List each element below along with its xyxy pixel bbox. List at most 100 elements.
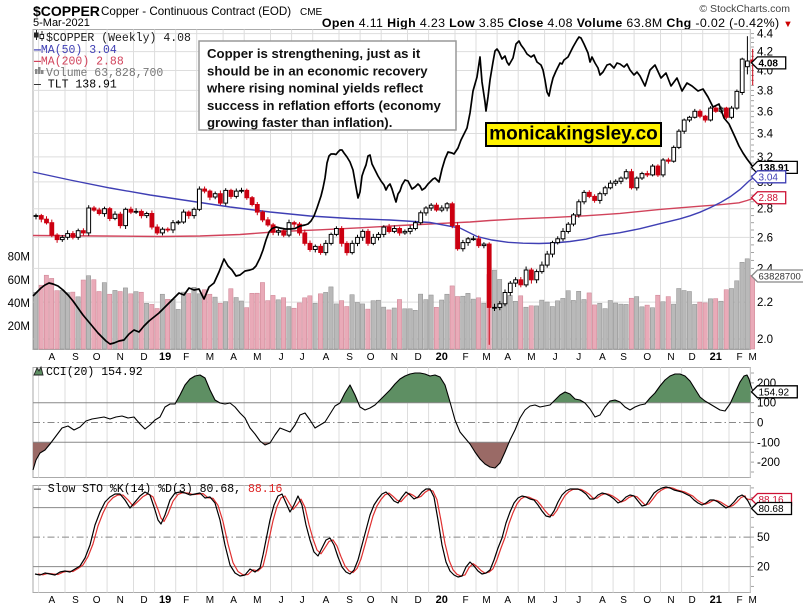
svg-text:M: M <box>527 595 535 606</box>
svg-text:J: J <box>279 352 284 363</box>
svg-text:21: 21 <box>710 351 722 363</box>
svg-text:O: O <box>93 352 101 363</box>
svg-text:A: A <box>504 352 511 363</box>
svg-text:M: M <box>482 595 490 606</box>
svg-text:138.91: 138.91 <box>759 163 790 174</box>
svg-text:J: J <box>553 352 558 363</box>
svg-text:-200: -200 <box>757 457 780 469</box>
svg-text:5-Mar-2021: 5-Mar-2021 <box>33 17 90 29</box>
svg-text:19: 19 <box>159 594 171 606</box>
svg-text:J: J <box>300 352 305 363</box>
svg-text:S: S <box>346 595 353 606</box>
svg-text:F: F <box>462 595 468 606</box>
svg-text:M: M <box>253 595 261 606</box>
svg-text:D: D <box>414 595 421 606</box>
svg-text:© StockCharts.com: © StockCharts.com <box>699 3 790 15</box>
svg-text:40M: 40M <box>8 298 30 310</box>
svg-text:J: J <box>553 595 558 606</box>
svg-text:50: 50 <box>757 532 770 544</box>
svg-text:A: A <box>230 595 237 606</box>
svg-text:Copper - Continuous Contract (: Copper - Continuous Contract (EOD) <box>101 5 291 18</box>
svg-text:F: F <box>736 595 742 606</box>
svg-text:20: 20 <box>436 351 448 363</box>
svg-text:monicakingsley.co: monicakingsley.co <box>489 124 658 145</box>
svg-text:4.08: 4.08 <box>759 58 779 69</box>
svg-text:S: S <box>346 352 353 363</box>
svg-text:19: 19 <box>159 351 171 363</box>
svg-text:154.92: 154.92 <box>759 387 790 398</box>
svg-text:N: N <box>391 595 398 606</box>
svg-text:3.6: 3.6 <box>757 106 773 118</box>
svg-text:$COPPER: $COPPER <box>33 3 100 19</box>
svg-text:S: S <box>620 595 627 606</box>
svg-text:growing faster than inflation): growing faster than inflation). <box>207 115 392 130</box>
svg-text:N: N <box>117 595 124 606</box>
svg-text:A: A <box>599 595 606 606</box>
svg-text:M: M <box>527 352 535 363</box>
svg-text:—MA(200) 2.88: —MA(200) 2.88 <box>33 56 124 69</box>
svg-text:N: N <box>667 352 674 363</box>
svg-text:-100: -100 <box>757 437 780 449</box>
svg-text:F: F <box>736 352 742 363</box>
svg-text:— TLT 138.91: — TLT 138.91 <box>33 79 117 92</box>
svg-text:F: F <box>183 352 189 363</box>
svg-text:O: O <box>643 352 651 363</box>
svg-text:Volume 63,828,700: Volume 63,828,700 <box>46 67 163 80</box>
svg-text:60M: 60M <box>8 275 30 287</box>
svg-text:100: 100 <box>757 398 776 410</box>
svg-text:D: D <box>140 352 147 363</box>
svg-text:80M: 80M <box>8 252 30 264</box>
svg-text:S: S <box>72 352 79 363</box>
svg-text:N: N <box>667 595 674 606</box>
svg-text:O: O <box>367 352 375 363</box>
svg-text:M: M <box>206 352 214 363</box>
svg-text:$COPPER (Weekly) 4.08: $COPPER (Weekly) 4.08 <box>46 32 191 45</box>
svg-text:3.8: 3.8 <box>757 85 773 97</box>
svg-text:4.4: 4.4 <box>757 29 774 41</box>
svg-text:D: D <box>140 595 147 606</box>
svg-text:J: J <box>279 595 284 606</box>
svg-text:J: J <box>576 352 581 363</box>
svg-text:J: J <box>576 595 581 606</box>
svg-text:O: O <box>93 595 101 606</box>
svg-text:A: A <box>599 352 606 363</box>
svg-text:2.88: 2.88 <box>759 193 779 204</box>
svg-text:21: 21 <box>710 594 722 606</box>
svg-text:2.2: 2.2 <box>757 297 773 309</box>
svg-text:should be in an economic recov: should be in an economic recovery <box>207 63 428 78</box>
svg-text:63828700: 63828700 <box>759 272 801 283</box>
svg-text:20: 20 <box>436 594 448 606</box>
svg-text:D: D <box>414 352 421 363</box>
svg-text:A: A <box>323 595 330 606</box>
svg-text:2.0: 2.0 <box>757 334 773 346</box>
svg-text:CME: CME <box>300 7 323 18</box>
svg-text:88.16: 88.16 <box>759 495 784 506</box>
svg-text:J: J <box>300 595 305 606</box>
svg-text:A: A <box>48 352 55 363</box>
svg-text:A: A <box>230 352 237 363</box>
svg-text:Open 4.11 High 4.23 Low 3.85 C: Open 4.11 High 4.23 Low 3.85 Close 4.08 … <box>322 16 793 30</box>
svg-text:M: M <box>482 352 490 363</box>
svg-text:2.8: 2.8 <box>757 204 773 216</box>
svg-text:N: N <box>117 352 124 363</box>
svg-text:CCI(20) 154.92: CCI(20) 154.92 <box>46 366 143 379</box>
svg-text:D: D <box>688 352 695 363</box>
svg-text:N: N <box>391 352 398 363</box>
svg-text:20: 20 <box>757 562 770 574</box>
svg-text:S: S <box>620 352 627 363</box>
svg-text:D: D <box>688 595 695 606</box>
svg-text:O: O <box>643 595 651 606</box>
svg-text:4.2: 4.2 <box>757 47 773 59</box>
svg-text:M: M <box>206 595 214 606</box>
svg-text:3.04: 3.04 <box>759 172 779 183</box>
svg-text:A: A <box>323 352 330 363</box>
svg-text:F: F <box>183 595 189 606</box>
svg-text:2.6: 2.6 <box>757 232 773 244</box>
svg-text:success in reflation efforts (: success in reflation efforts (economy <box>207 98 441 113</box>
svg-text:S: S <box>72 595 79 606</box>
svg-text:20M: 20M <box>8 321 30 333</box>
svg-text:O: O <box>367 595 375 606</box>
svg-text:A: A <box>504 595 511 606</box>
svg-text:80.68: 80.68 <box>759 504 784 515</box>
svg-text:where rising nominal yields re: where rising nominal yields reflect <box>206 81 424 96</box>
